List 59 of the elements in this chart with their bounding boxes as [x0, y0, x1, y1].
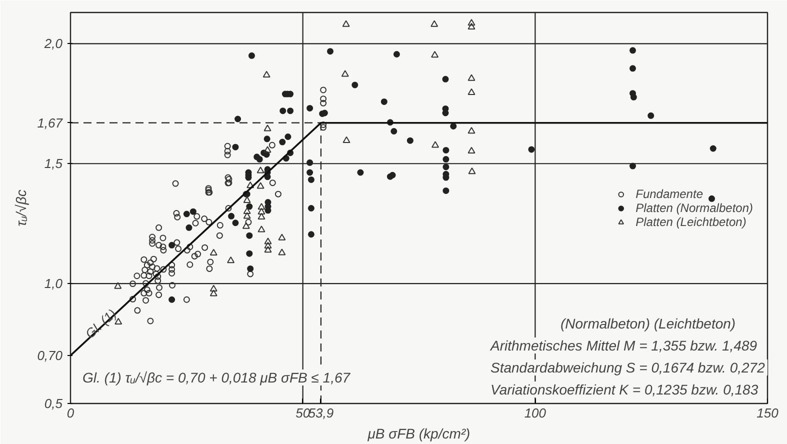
- annotation: Standardabweichung S = 0,1674 bzw. 0,272: [490, 360, 766, 376]
- point: [468, 88, 476, 95]
- point: [342, 136, 350, 143]
- x-tick-label: 0: [66, 406, 75, 420]
- point: [262, 70, 270, 78]
- annotation: Variationskoeffizient K = 0,1235 bzw. 0,183: [490, 382, 758, 398]
- point: [210, 284, 218, 292]
- y-tick-label: 0,70: [37, 348, 64, 364]
- point: [278, 248, 286, 256]
- annotation: Gl. (1) τᵤ/√βc = 0,70 + 0,018 μB σFB ≤ 1,67: [82, 370, 352, 386]
- y-tick-label: 0,5: [44, 396, 64, 411]
- x-axis-title: μB σFB (kp/cm²): [366, 426, 470, 442]
- point: [258, 203, 266, 210]
- point: [468, 22, 476, 30]
- point: [431, 50, 439, 58]
- point: [243, 212, 251, 219]
- point: [264, 242, 272, 249]
- point: [342, 20, 350, 27]
- point: [468, 19, 476, 26]
- point: [227, 256, 235, 264]
- y-tick-label: 1,67: [37, 115, 64, 130]
- point: [258, 208, 266, 214]
- point: [256, 166, 264, 174]
- annotation: Arithmetisches Mittel M = 1,355 bzw. 1,489: [490, 338, 758, 354]
- y-tick-label: 1,5: [44, 156, 64, 172]
- point: [256, 182, 264, 189]
- point: [210, 290, 218, 296]
- annotation: (Normalbeton) (Leichtbeton): [560, 316, 736, 332]
- point: [264, 238, 272, 244]
- point: [243, 207, 251, 214]
- point: [264, 146, 272, 153]
- y-tick-label: 1,0: [44, 276, 64, 292]
- point: [468, 126, 476, 134]
- annotation: Gl. (1): [82, 306, 120, 342]
- point: [430, 20, 438, 27]
- point: [258, 212, 266, 220]
- legend-label: Platten (Leichtbeton): [636, 214, 746, 228]
- point: [114, 282, 122, 289]
- point: [468, 74, 476, 81]
- legend-label: Fundamente: [636, 186, 703, 200]
- y-axis-title: τᵤ/√βc: [13, 190, 30, 226]
- point: [432, 141, 440, 148]
- x-tick-label: 150: [756, 406, 780, 420]
- point: [242, 222, 250, 229]
- point: [341, 70, 349, 77]
- point: [278, 234, 286, 240]
- point: [246, 181, 254, 188]
- legend-label: Platten (Normalbeton): [636, 200, 753, 214]
- point: [210, 248, 218, 256]
- point: [243, 196, 251, 203]
- y-tick-label: 2,0: [43, 36, 64, 52]
- x-tick-label: 53,9: [308, 406, 334, 420]
- point: [468, 168, 476, 174]
- point: [258, 226, 266, 232]
- point: [264, 124, 272, 132]
- point: [264, 246, 272, 253]
- x-tick-label: 100: [524, 406, 547, 420]
- x-tick-label: 50: [296, 406, 311, 420]
- point: [468, 146, 476, 154]
